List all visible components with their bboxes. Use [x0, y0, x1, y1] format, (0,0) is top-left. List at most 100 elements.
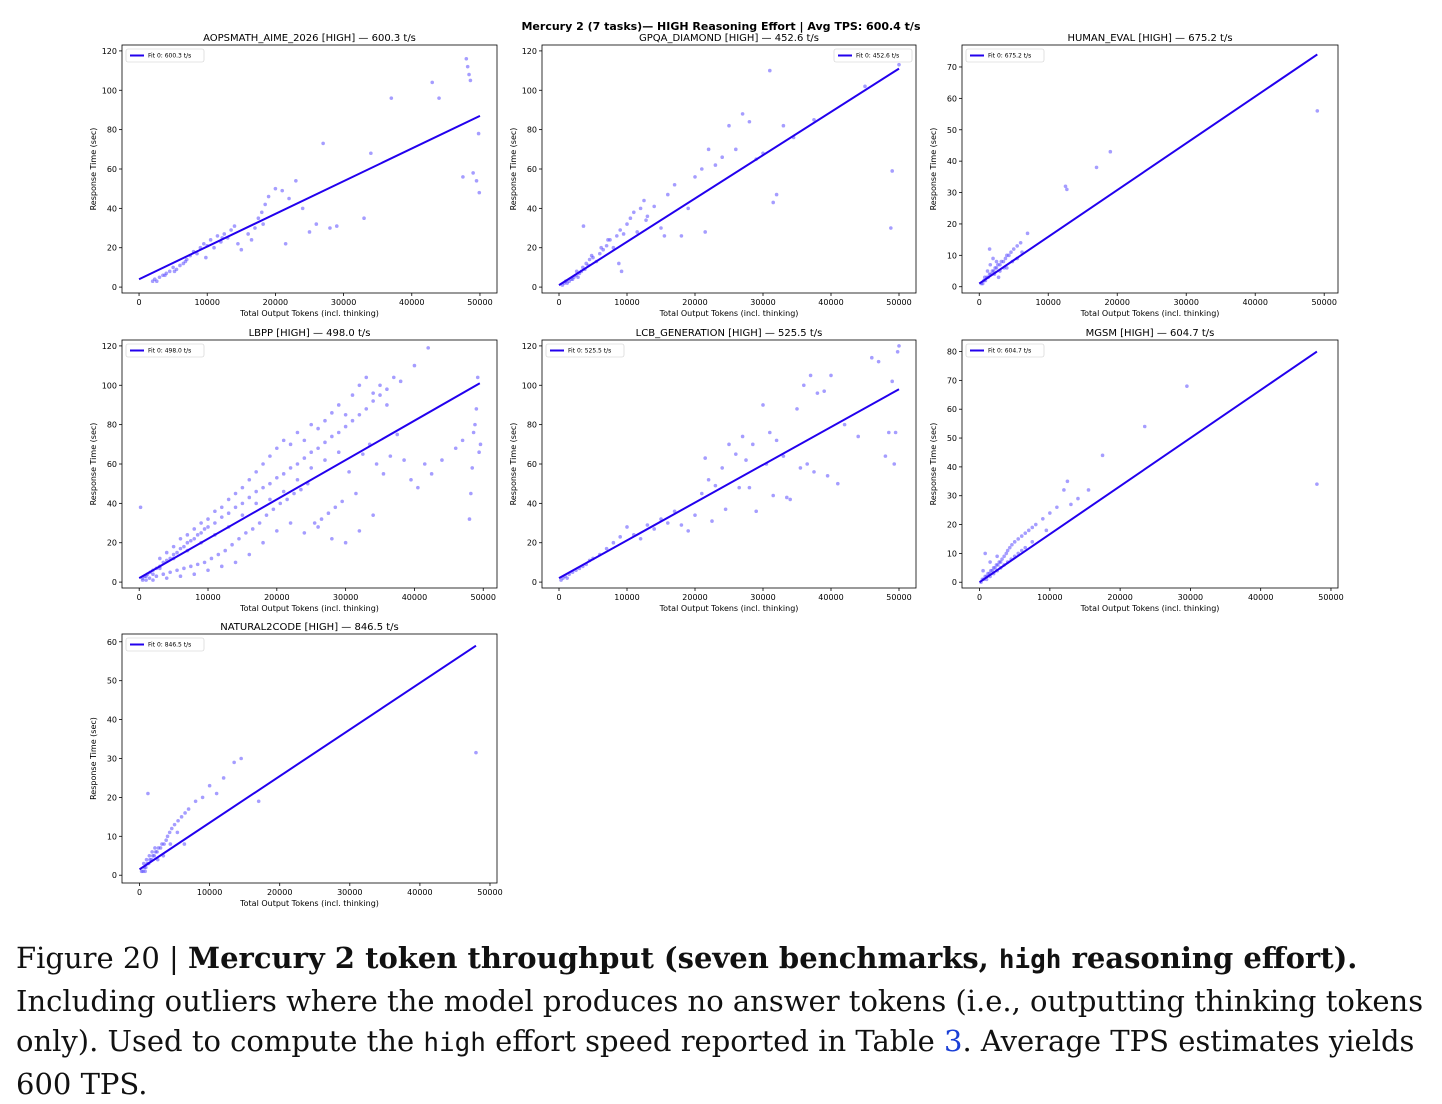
- data-point: [316, 426, 320, 431]
- data-point: [1069, 502, 1073, 507]
- x-tick-label: 0: [137, 593, 142, 602]
- data-point: [172, 822, 177, 827]
- data-point: [706, 147, 711, 152]
- data-point: [474, 179, 479, 183]
- data-point: [147, 853, 152, 858]
- data-point: [343, 424, 348, 429]
- y-tick-label: 100: [102, 86, 117, 95]
- data-point: [199, 521, 203, 525]
- data-point: [440, 458, 444, 462]
- data-point: [247, 477, 252, 482]
- y-tick-label: 20: [947, 220, 957, 229]
- x-tick-label: 20000: [1107, 593, 1132, 602]
- data-point: [281, 489, 286, 494]
- chart-panel-1: AOPSMATH_AIME_2026 [HIGH] — 600.3 t/s 0 10…: [89, 33, 498, 318]
- data-point: [1023, 531, 1028, 536]
- x-tick-label: 10000: [195, 298, 220, 307]
- data-point: [1019, 548, 1024, 553]
- data-point: [261, 462, 265, 466]
- x-tick-label: 20000: [682, 298, 707, 307]
- data-point: [157, 275, 162, 280]
- data-point: [167, 830, 172, 835]
- data-point: [232, 224, 237, 228]
- y-tick-label: 100: [102, 381, 117, 390]
- data-point: [402, 458, 406, 462]
- data-point: [1026, 528, 1031, 533]
- data-point: [371, 391, 375, 395]
- y-tick-label: 20: [527, 244, 537, 253]
- data-point: [713, 483, 718, 488]
- data-point: [144, 857, 149, 862]
- data-point: [232, 760, 236, 765]
- data-point: [178, 263, 182, 268]
- data-point: [164, 576, 169, 580]
- y-tick-label: 20: [107, 244, 117, 253]
- data-point: [467, 517, 472, 521]
- y-tick-label: 30: [947, 189, 957, 198]
- plot-frame: [121, 44, 498, 294]
- data-point: [994, 266, 999, 270]
- plot-area: [558, 344, 901, 582]
- data-point: [369, 151, 373, 156]
- data-point: [271, 507, 276, 512]
- data-point: [706, 477, 711, 482]
- x-tick-label: 10000: [1036, 298, 1061, 307]
- data-point: [154, 279, 159, 283]
- chart-panel-2: GPQA_DIAMOND [HIGH] — 452.6 t/s0 10000 200…: [509, 33, 917, 318]
- data-point: [261, 485, 265, 490]
- data-point: [761, 403, 765, 407]
- plot-area: [138, 346, 483, 582]
- data-point: [388, 454, 393, 458]
- chart-title: MGSM [HIGH] — 604.7 t/s: [1086, 328, 1215, 339]
- data-point: [892, 462, 897, 466]
- data-point: [175, 568, 179, 573]
- data-point: [357, 383, 362, 388]
- data-point: [192, 527, 197, 531]
- data-point: [268, 497, 272, 502]
- data-point: [202, 560, 207, 565]
- data-point: [302, 438, 307, 443]
- data-point: [812, 470, 816, 474]
- data-point: [385, 403, 389, 407]
- data-point: [250, 527, 255, 531]
- data-point: [988, 262, 993, 267]
- data-point: [1023, 545, 1028, 550]
- fit-line: [138, 382, 481, 580]
- y-tick-label: 80: [527, 421, 537, 430]
- y-tick-label: 120: [522, 47, 537, 56]
- data-point: [195, 533, 200, 537]
- data-point: [253, 226, 257, 230]
- y-tick-label: 50: [947, 126, 957, 135]
- data-point: [222, 232, 227, 236]
- data-point: [473, 422, 477, 427]
- y-tick-label: 50: [107, 677, 117, 686]
- data-point: [672, 182, 677, 187]
- y-tick-label: 20: [947, 521, 957, 530]
- data-point: [1015, 244, 1019, 248]
- data-point: [330, 434, 334, 439]
- data-point: [477, 450, 481, 454]
- data-point: [618, 535, 622, 539]
- data-point: [1108, 149, 1113, 154]
- data-point: [1009, 250, 1013, 254]
- y-tick-label: 60: [107, 638, 117, 647]
- data-point: [240, 501, 245, 506]
- data-point: [842, 422, 847, 427]
- y-tick-label: 120: [522, 342, 537, 351]
- data-point: [1033, 522, 1038, 527]
- data-point: [638, 206, 643, 211]
- data-point: [316, 446, 320, 451]
- table-ref-link[interactable]: 3: [943, 1024, 963, 1058]
- data-point: [378, 383, 382, 388]
- data-point: [288, 466, 293, 470]
- data-point: [587, 257, 592, 262]
- data-point: [158, 556, 162, 561]
- legend-label: Fit 0: 604.7 t/s: [988, 348, 1031, 355]
- data-point: [168, 842, 173, 846]
- chart-title: HUMAN_EVAL [HIGH] — 675.2 t/s: [1067, 33, 1232, 44]
- data-point: [189, 538, 193, 543]
- data-point: [615, 234, 619, 238]
- data-point: [152, 853, 157, 858]
- data-point: [316, 525, 320, 529]
- y-tick-label: 0: [532, 283, 537, 292]
